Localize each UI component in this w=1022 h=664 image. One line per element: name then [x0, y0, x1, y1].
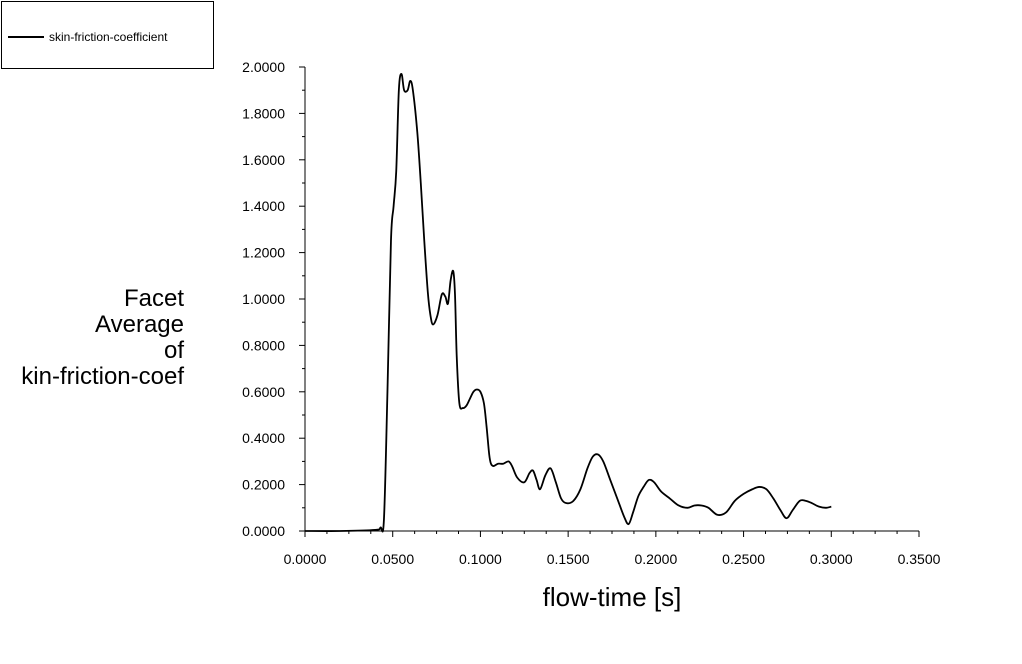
y-axis-ticks: 0.0000 0.2000 0.4000 0.6000 0.8000 1.0000 1.20… [242, 59, 305, 539]
series-line-skin-friction-coefficient [304, 73, 832, 533]
y-tick-label: 0.4000 [242, 430, 285, 446]
y-tick-label: 1.8000 [242, 105, 285, 121]
legend-line-swatch [8, 36, 44, 38]
y-tick-label: 2.0000 [242, 59, 285, 75]
y-tick-label: 1.0000 [242, 291, 285, 307]
chart-series [304, 73, 832, 533]
y-tick-label: 1.2000 [242, 245, 285, 261]
x-tick-label: 0.0500 [371, 551, 414, 567]
y-tick-label: 1.6000 [242, 152, 285, 168]
x-axis-ticks: 0.0000 0.0500 0.1000 0.1500 0.2000 0.2500 0.30… [284, 531, 941, 567]
y-tick-label: 1.4000 [242, 198, 285, 214]
x-tick-label: 0.3000 [810, 551, 853, 567]
y-axis-label-line-3: of [163, 337, 184, 364]
x-axis-label: flow-time [s] [543, 582, 682, 612]
y-tick-label: 0.2000 [242, 477, 285, 493]
y-axis-label-line-2: Average [95, 311, 184, 338]
x-tick-label: 0.1000 [459, 551, 502, 567]
y-axis-label: Facet Average of kin-friction-coef [0, 286, 184, 390]
legend-label: skin-friction-coefficient [49, 30, 168, 44]
y-tick-label: 0.0000 [242, 523, 285, 539]
x-tick-label: 0.2500 [722, 551, 765, 567]
x-tick-label: 0.3500 [898, 551, 941, 567]
x-tick-label: 0.0000 [284, 551, 327, 567]
legend: skin-friction-coefficient [1, 1, 214, 69]
y-tick-label: 0.8000 [242, 337, 285, 353]
y-tick-label: 0.6000 [242, 384, 285, 400]
y-axis-label-line-4: kin-friction-coef [21, 363, 184, 390]
x-tick-label: 0.2000 [634, 551, 677, 567]
x-tick-label: 0.1500 [547, 551, 590, 567]
y-axis-label-line-1: Facet [123, 285, 184, 312]
